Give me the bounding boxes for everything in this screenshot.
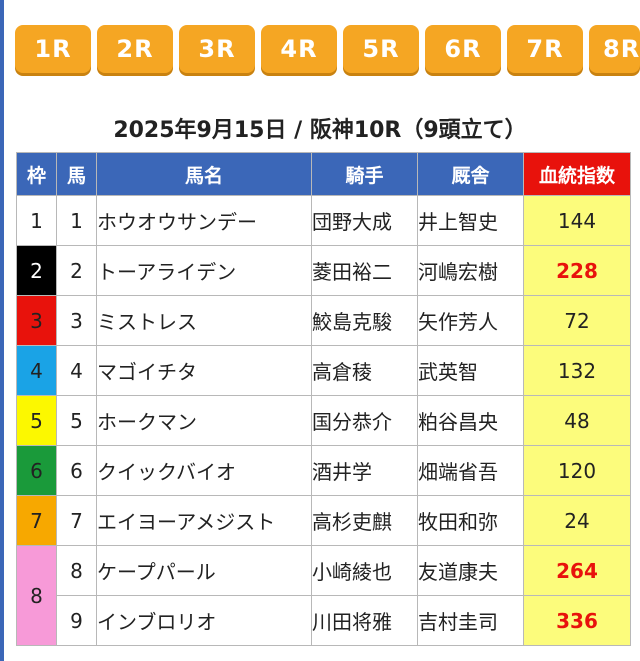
horse-name-cell[interactable]: ミストレス [96, 295, 312, 346]
header-waku: 枠 [16, 152, 57, 196]
jockey-cell: 酒井学 [311, 445, 418, 496]
waku-cell: 3 [16, 295, 57, 346]
table-row: 7 7 エイヨーアメジスト 高杉吏麒 牧田和弥 24 [16, 495, 631, 546]
waku-cell: 4 [16, 345, 57, 396]
trainer-cell: 友道康夫 [417, 545, 524, 596]
bloodline-index-cell: 48 [523, 395, 631, 446]
race-tab-1r[interactable]: 1R [15, 25, 91, 73]
trainer-cell: 河嶋宏樹 [417, 245, 524, 296]
uma-cell: 5 [56, 395, 97, 446]
header-uma: 馬 [56, 152, 97, 196]
trainer-cell: 吉村圭司 [417, 595, 524, 646]
uma-cell: 8 [56, 545, 97, 596]
jockey-cell: 小崎綾也 [311, 545, 418, 596]
horse-name-cell[interactable]: クイックバイオ [96, 445, 312, 496]
uma-cell: 3 [56, 295, 97, 346]
horse-name-cell[interactable]: インブロリオ [96, 595, 312, 646]
race-tab-7r[interactable]: 7R [507, 25, 583, 73]
table-row: 5 5 ホークマン 国分恭介 粕谷昌央 48 [16, 395, 631, 446]
race-tab-4r[interactable]: 4R [261, 25, 337, 73]
trainer-cell: 粕谷昌央 [417, 395, 524, 446]
bloodline-index-cell: 144 [523, 195, 631, 246]
bloodline-index-cell: 228 [523, 245, 631, 296]
table-row: 6 6 クイックバイオ 酒井学 畑端省吾 120 [16, 445, 631, 496]
header-horse-name: 馬名 [96, 152, 312, 196]
table-header-row: 枠 馬 馬名 騎手 厩舎 血統指数 [16, 152, 631, 196]
bloodline-index-cell: 120 [523, 445, 631, 496]
trainer-cell: 武英智 [417, 345, 524, 396]
table-row: 2 2 トーアライデン 菱田裕二 河嶋宏樹 228 [16, 245, 631, 296]
uma-cell: 4 [56, 345, 97, 396]
jockey-cell: 高倉稜 [311, 345, 418, 396]
uma-cell: 1 [56, 195, 97, 246]
race-tab-bar: 1R 2R 3R 4R 5R 6R 7R 8R [15, 25, 640, 77]
jockey-cell: 高杉吏麒 [311, 495, 418, 546]
horse-name-cell[interactable]: ホウオウサンデー [96, 195, 312, 246]
jockey-cell: 団野大成 [311, 195, 418, 246]
horse-name-cell[interactable]: エイヨーアメジスト [96, 495, 312, 546]
waku-cell: 8 [16, 545, 57, 646]
bloodline-index-cell: 24 [523, 495, 631, 546]
horse-name-cell[interactable]: トーアライデン [96, 245, 312, 296]
jockey-cell: 川田将雅 [311, 595, 418, 646]
left-edge-bar [0, 0, 4, 661]
trainer-cell: 矢作芳人 [417, 295, 524, 346]
jockey-cell: 菱田裕二 [311, 245, 418, 296]
waku-cell: 2 [16, 245, 57, 296]
uma-cell: 9 [56, 595, 97, 646]
jockey-cell: 鮫島克駿 [311, 295, 418, 346]
table-row: 1 1 ホウオウサンデー 団野大成 井上智史 144 [16, 195, 631, 246]
horse-name-cell[interactable]: ホークマン [96, 395, 312, 446]
table-row: 9 インブロリオ 川田将雅 吉村圭司 336 [17, 595, 631, 646]
bloodline-index-cell: 72 [523, 295, 631, 346]
uma-cell: 6 [56, 445, 97, 496]
waku-cell: 6 [16, 445, 57, 496]
uma-cell: 7 [56, 495, 97, 546]
trainer-cell: 牧田和弥 [417, 495, 524, 546]
waku-cell: 7 [16, 495, 57, 546]
jockey-cell: 国分恭介 [311, 395, 418, 446]
header-bloodline-index: 血統指数 [523, 152, 631, 196]
waku-cell: 5 [16, 395, 57, 446]
trainer-cell: 井上智史 [417, 195, 524, 246]
race-tab-3r[interactable]: 3R [179, 25, 255, 73]
table-row: 4 4 マゴイチタ 高倉稜 武英智 132 [16, 345, 631, 396]
trainer-cell: 畑端省吾 [417, 445, 524, 496]
header-jockey: 騎手 [311, 152, 418, 196]
waku-cell: 1 [16, 195, 57, 246]
uma-cell: 2 [56, 245, 97, 296]
bloodline-index-cell: 336 [523, 595, 631, 646]
race-tab-6r[interactable]: 6R [425, 25, 501, 73]
race-tab-5r[interactable]: 5R [343, 25, 419, 73]
header-trainer: 厩舎 [417, 152, 524, 196]
bloodline-index-cell: 264 [523, 545, 631, 596]
horse-name-cell[interactable]: マゴイチタ [96, 345, 312, 396]
race-title: 2025年9月15日 / 阪神10R（9頭立て） [113, 118, 527, 143]
table-row: 3 3 ミストレス 鮫島克駿 矢作芳人 72 [16, 295, 631, 346]
race-tab-8r[interactable]: 8R [589, 25, 640, 73]
horse-name-cell[interactable]: ケープパール [96, 545, 312, 596]
race-tab-2r[interactable]: 2R [97, 25, 173, 73]
table-row: 8 8 ケープパール 小崎綾也 友道康夫 264 [16, 545, 631, 646]
entries-table: 枠 馬 馬名 騎手 厩舎 血統指数 1 1 ホウオウサンデー 団野大成 井上智史… [16, 152, 631, 646]
bloodline-index-cell: 132 [523, 345, 631, 396]
